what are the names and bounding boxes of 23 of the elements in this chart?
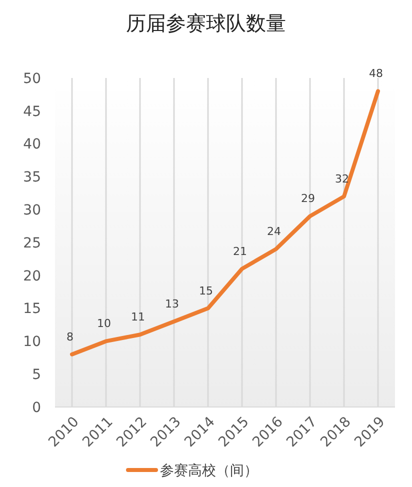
data-label: 10 [97, 317, 111, 330]
data-label: 15 [199, 284, 213, 298]
y-tick-label: 0 [32, 400, 41, 416]
y-tick-label: 5 [32, 367, 41, 383]
y-tick-label: 50 [23, 70, 41, 87]
y-tick-label: 10 [23, 334, 41, 350]
legend-label: 参赛高校（间） [160, 462, 258, 479]
data-label: 32 [335, 172, 349, 186]
y-tick-label: 20 [23, 268, 41, 284]
data-label: 8 [66, 330, 74, 344]
y-tick-label: 15 [23, 301, 41, 318]
data-label: 48 [369, 67, 383, 80]
data-label: 13 [165, 297, 179, 310]
data-label: 24 [267, 225, 281, 238]
y-tick-label: 45 [23, 104, 41, 120]
data-label: 29 [301, 192, 315, 206]
chart-title: 历届参赛球队数量 [126, 11, 286, 35]
data-label: 21 [233, 244, 247, 258]
y-tick-label: 40 [23, 136, 41, 153]
y-tick-label: 25 [23, 235, 41, 252]
y-tick-label: 30 [23, 202, 41, 218]
data-label: 11 [131, 310, 145, 324]
y-tick-label: 35 [23, 170, 41, 186]
